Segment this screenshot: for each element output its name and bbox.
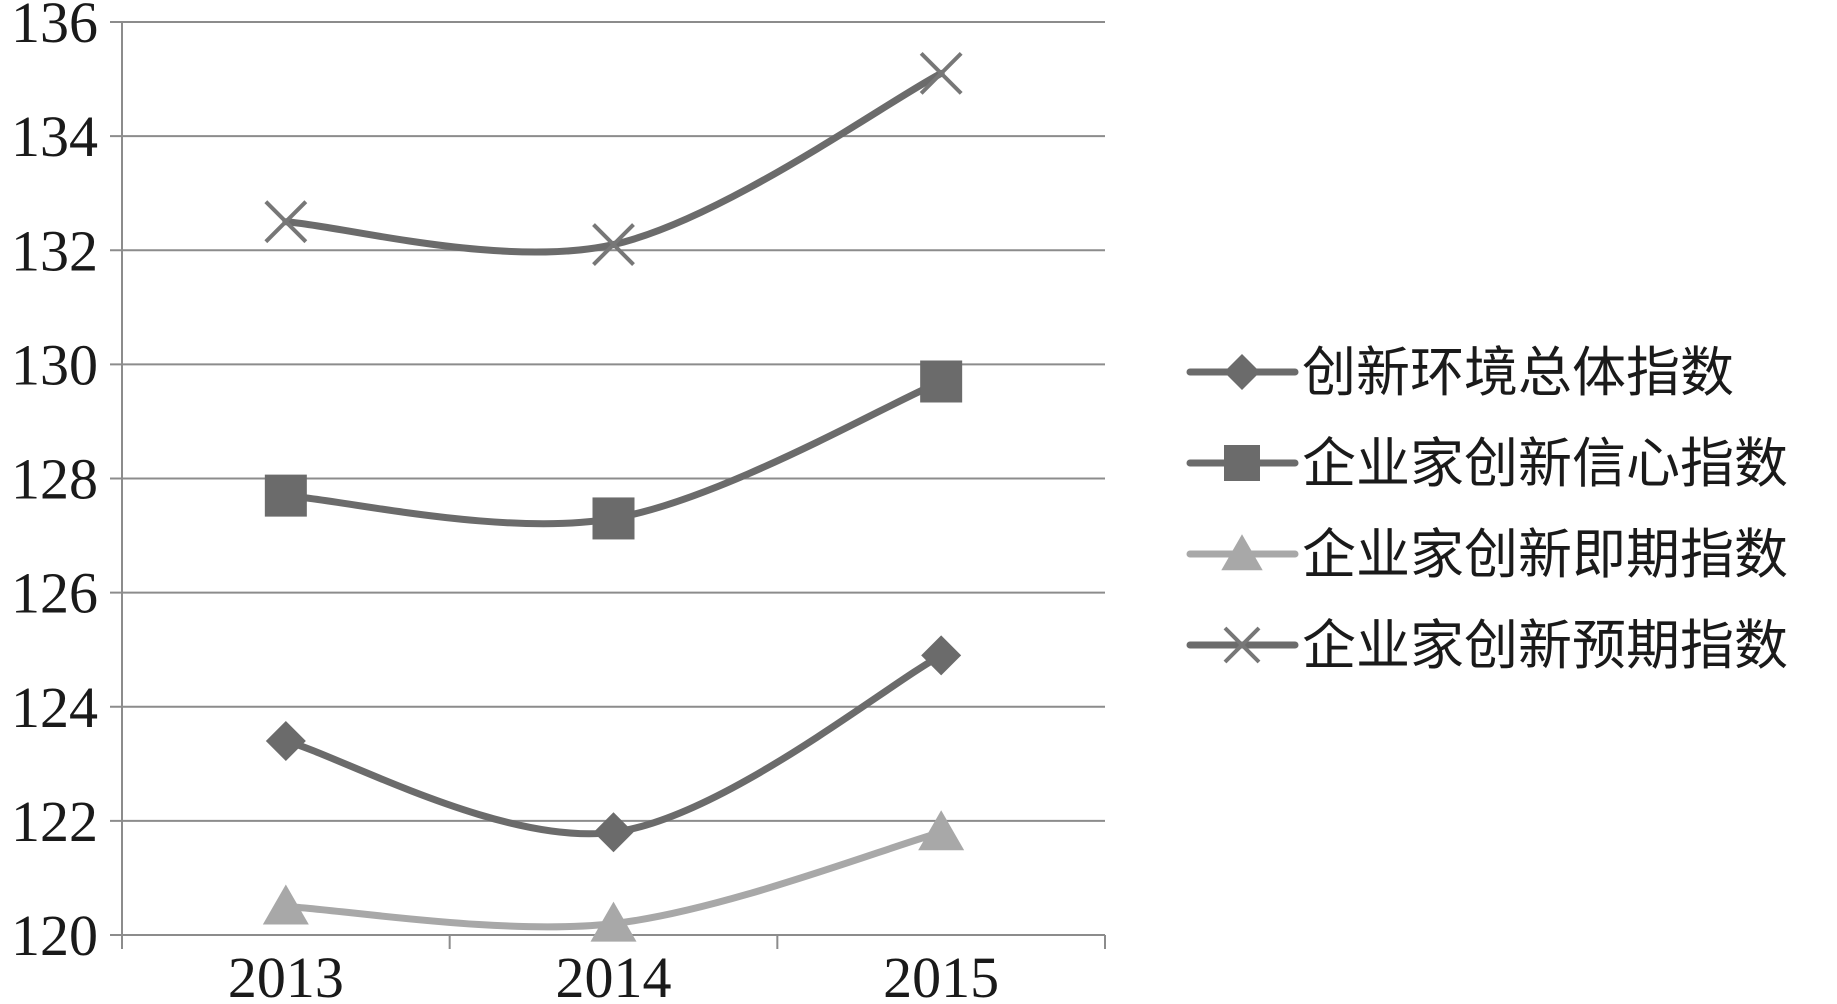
legend-item: 企业家创新即期指数 <box>1186 523 1788 586</box>
square-marker <box>920 360 963 403</box>
legend-label: 企业家创新信心指数 <box>1302 432 1788 495</box>
legend-label: 企业家创新即期指数 <box>1302 523 1788 586</box>
y-tick-label: 134 <box>11 104 98 169</box>
x-marker <box>592 223 635 266</box>
series-line <box>282 651 945 838</box>
triangle-marker <box>590 901 637 942</box>
diamond-marker <box>1224 354 1260 390</box>
x-marker <box>264 200 308 244</box>
legend-item: 创新环境总体指数 <box>1186 341 1734 404</box>
y-tick-label: 128 <box>11 447 98 512</box>
legend-label: 企业家创新预期指数 <box>1302 614 1788 677</box>
series-3 <box>262 810 965 942</box>
x-marker <box>919 51 963 95</box>
legend-label: 创新环境总体指数 <box>1302 341 1734 404</box>
triangle-marker <box>262 884 309 925</box>
x-axis-ticks: 2013 2014 2015 <box>121 935 1106 1004</box>
series-line <box>282 69 945 256</box>
y-tick-label: 136 <box>11 0 98 55</box>
legend-item: 企业家创新信心指数 <box>1186 432 1788 495</box>
diamond-marker <box>265 720 306 761</box>
square-marker <box>264 474 307 517</box>
grid-lines <box>122 21 1105 822</box>
y-tick-label: 126 <box>11 561 98 626</box>
series-1 <box>265 635 962 853</box>
series-4 <box>264 51 963 266</box>
legend-item: 企业家创新预期指数 <box>1186 614 1788 677</box>
triangle-marker <box>918 810 965 851</box>
y-axis-ticks: 120 122 124 126 128 130 132 134 136 <box>11 0 122 968</box>
diamond-marker <box>921 635 962 676</box>
x-tick-label: 2014 <box>556 945 672 1004</box>
square-marker <box>1224 445 1260 481</box>
y-tick-label: 132 <box>11 218 98 283</box>
diamond-marker <box>593 812 634 853</box>
y-tick-label: 130 <box>11 332 98 397</box>
series-2 <box>264 360 963 540</box>
y-tick-label: 122 <box>11 789 98 854</box>
square-marker <box>592 497 635 540</box>
x-tick-label: 2013 <box>228 945 344 1004</box>
x-marker <box>1223 626 1261 664</box>
y-tick-label: 124 <box>11 675 98 740</box>
series-lines <box>262 51 965 942</box>
y-tick-label: 120 <box>11 903 98 968</box>
triangle-marker <box>1221 534 1263 571</box>
x-tick-label: 2015 <box>883 945 999 1004</box>
